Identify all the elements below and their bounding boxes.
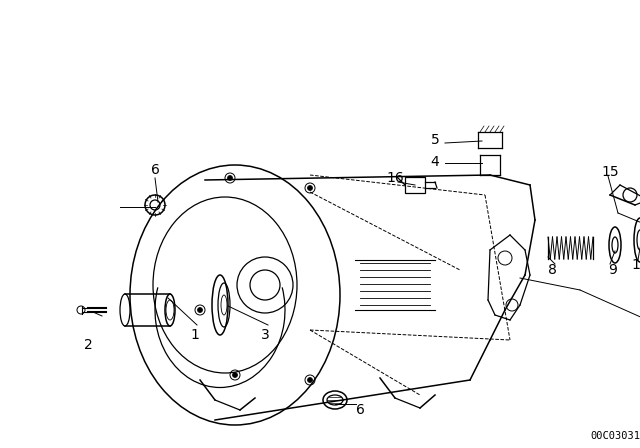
Text: 6: 6 bbox=[150, 163, 159, 177]
Circle shape bbox=[307, 185, 312, 190]
Circle shape bbox=[227, 176, 232, 181]
Text: 16: 16 bbox=[386, 171, 404, 185]
Text: 10: 10 bbox=[631, 258, 640, 272]
Circle shape bbox=[307, 378, 312, 383]
Bar bbox=[405, 177, 425, 193]
Text: 00C03031: 00C03031 bbox=[590, 431, 640, 441]
Text: 9: 9 bbox=[609, 263, 618, 277]
Circle shape bbox=[198, 307, 202, 313]
Text: 15: 15 bbox=[601, 165, 619, 179]
Text: 4: 4 bbox=[431, 155, 440, 169]
Text: 2: 2 bbox=[84, 338, 92, 352]
Circle shape bbox=[232, 372, 237, 378]
Text: 6: 6 bbox=[356, 403, 364, 417]
Text: 8: 8 bbox=[548, 263, 556, 277]
Text: 3: 3 bbox=[260, 328, 269, 342]
Text: 1: 1 bbox=[191, 328, 200, 342]
Text: 5: 5 bbox=[431, 133, 440, 147]
